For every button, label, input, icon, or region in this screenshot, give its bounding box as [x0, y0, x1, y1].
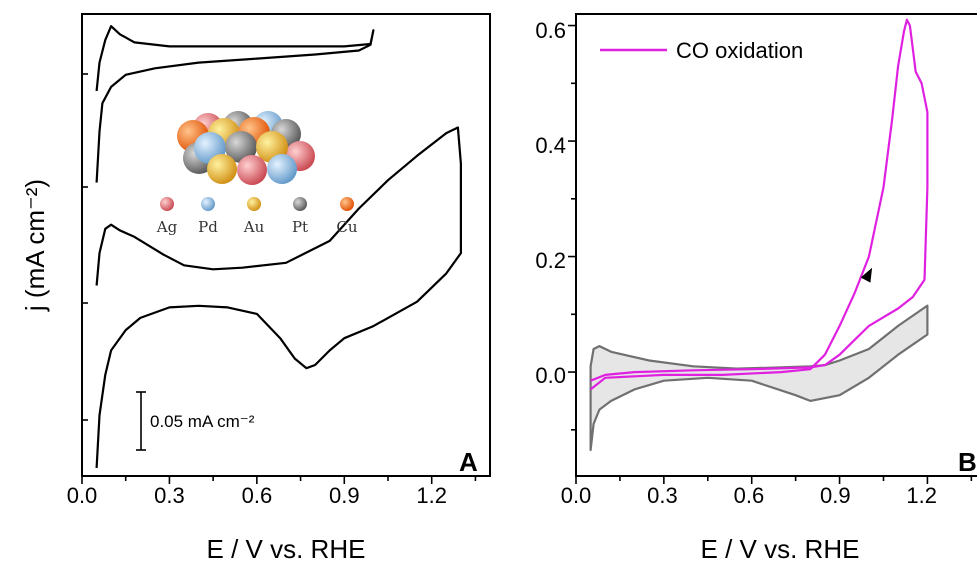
nanoparticle-cluster-illustration: Ag Pd Au Pt Cu — [156, 111, 358, 236]
tick-label: 0.9 — [329, 483, 360, 508]
atom-sphere — [237, 155, 267, 185]
panel-a-y-ticks — [82, 73, 88, 421]
panel-a-y-axis-label: j (mA cm⁻²) — [20, 179, 50, 312]
scale-bar-label: 0.05 mA cm⁻² — [150, 412, 255, 431]
tick-label: 0.6 — [734, 483, 765, 508]
legend-pd-label: Pd — [198, 218, 218, 236]
legend-pd-icon — [201, 197, 215, 211]
panel-b-x-axis-label: E / V vs. RHE — [701, 534, 860, 564]
panel-b-co-oxidation-cv — [589, 18, 929, 391]
panel-a: 0.0 0.3 0.6 0.9 1.2 E / V vs. RHE j (mA … — [20, 13, 491, 564]
tick-label: 0.0 — [535, 363, 566, 388]
tick-label: 0.2 — [535, 248, 566, 273]
scale-bar — [136, 391, 146, 451]
panel-a-letter: A — [459, 447, 478, 477]
tick-label: 0.3 — [154, 483, 185, 508]
panel-b-blank-cv — [589, 304, 929, 452]
legend-cu-icon — [340, 197, 354, 211]
legend-pt-label: Pt — [292, 218, 308, 236]
legend-label-co-oxidation: CO oxidation — [676, 38, 803, 63]
panel-a-x-axis-label: E / V vs. RHE — [207, 534, 366, 564]
legend-cu-label: Cu — [336, 218, 357, 236]
panel-b: 0.0 0.3 0.6 0.9 1.2 0.0 0.2 0.4 0.6 E / … — [535, 13, 977, 564]
tick-label: 1.2 — [906, 483, 937, 508]
panel-b-x-ticks — [575, 476, 973, 484]
panel-b-x-tick-labels: 0.0 0.3 0.6 0.9 1.2 — [561, 483, 937, 508]
legend-ag-icon — [160, 197, 174, 211]
atom-sphere — [267, 154, 297, 184]
panel-a-cv-lower — [95, 126, 462, 468]
panel-b-legend: CO oxidation — [600, 38, 803, 63]
tick-label: 0.6 — [535, 18, 566, 43]
panel-b-frame — [575, 13, 977, 477]
panel-a-x-tick-labels: 0.0 0.3 0.6 0.9 1.2 — [67, 483, 447, 508]
legend-au-label: Au — [243, 218, 265, 236]
tick-label: 0.9 — [820, 483, 851, 508]
panel-b-letter: B — [958, 447, 977, 477]
panel-b-blank-cv-fill — [590, 305, 928, 450]
tick-label: 1.2 — [416, 483, 447, 508]
panel-b-y-tick-labels: 0.0 0.2 0.4 0.6 — [535, 18, 566, 388]
tick-label: 0.0 — [561, 483, 592, 508]
tick-label: 0.0 — [67, 483, 98, 508]
legend-au-icon — [247, 197, 261, 211]
atom-sphere — [225, 131, 257, 163]
panel-b-y-ticks — [568, 24, 576, 431]
atom-sphere — [207, 154, 237, 184]
tick-label: 0.3 — [647, 483, 678, 508]
legend-ag-label: Ag — [156, 218, 178, 236]
panel-a-cv-upper — [95, 25, 375, 183]
legend-pt-icon — [293, 197, 307, 211]
scan-direction-arrow — [860, 267, 873, 283]
panel-a-frame — [81, 13, 491, 477]
tick-label: 0.4 — [535, 133, 566, 158]
tick-label: 0.6 — [242, 483, 273, 508]
panel-a-x-ticks — [81, 476, 477, 484]
